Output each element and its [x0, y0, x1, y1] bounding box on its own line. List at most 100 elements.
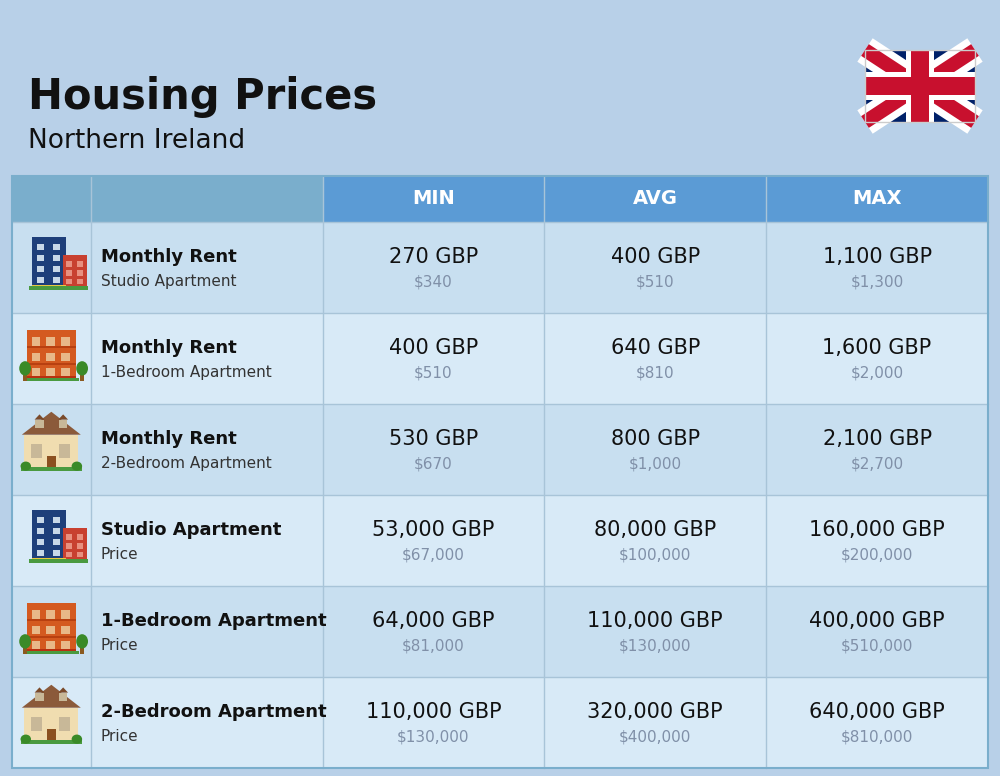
Bar — [766, 176, 988, 222]
Bar — [46, 641, 55, 650]
Text: Price: Price — [101, 546, 138, 562]
Bar — [37, 528, 44, 534]
Text: $1,000: $1,000 — [629, 456, 682, 472]
Text: $2,700: $2,700 — [851, 456, 904, 472]
Polygon shape — [35, 414, 44, 420]
Bar — [544, 176, 766, 222]
Bar — [323, 495, 544, 586]
Ellipse shape — [21, 735, 31, 743]
Bar — [766, 222, 988, 313]
Text: Monthly Rent: Monthly Rent — [101, 338, 236, 357]
Bar — [766, 404, 988, 495]
Bar — [77, 269, 83, 275]
Bar — [46, 338, 55, 346]
Bar — [91, 586, 323, 677]
Text: 110,000 GBP: 110,000 GBP — [366, 702, 501, 722]
Text: 160,000 GBP: 160,000 GBP — [809, 520, 945, 539]
Bar — [80, 372, 84, 381]
Bar — [61, 610, 70, 618]
Bar — [544, 677, 766, 768]
Ellipse shape — [76, 634, 88, 649]
Bar — [29, 286, 68, 289]
Bar — [35, 693, 44, 702]
Bar — [865, 50, 975, 122]
Bar — [32, 352, 40, 361]
Text: Studio Apartment: Studio Apartment — [101, 521, 281, 539]
Text: $100,000: $100,000 — [619, 548, 691, 563]
Text: 1-Bedroom Apartment: 1-Bedroom Apartment — [101, 611, 326, 629]
Text: 530 GBP: 530 GBP — [389, 428, 478, 449]
Bar — [323, 586, 544, 677]
Bar — [23, 378, 79, 382]
Bar — [77, 552, 83, 557]
Text: 64,000 GBP: 64,000 GBP — [372, 611, 495, 631]
Bar — [37, 265, 44, 272]
Text: 1,100 GBP: 1,100 GBP — [823, 247, 932, 267]
Bar — [37, 517, 44, 523]
Text: 2,100 GBP: 2,100 GBP — [823, 428, 932, 449]
Bar — [544, 586, 766, 677]
Text: $2,000: $2,000 — [851, 365, 904, 380]
Bar — [12, 495, 91, 586]
Text: $1,300: $1,300 — [850, 275, 904, 289]
Bar — [766, 313, 988, 404]
Bar — [61, 338, 70, 346]
Bar — [32, 610, 40, 618]
Text: MAX: MAX — [852, 189, 902, 209]
Bar — [53, 528, 60, 534]
Text: $130,000: $130,000 — [619, 639, 692, 653]
Bar — [53, 255, 60, 262]
Ellipse shape — [76, 361, 88, 376]
Bar — [323, 176, 544, 222]
Text: 400,000 GBP: 400,000 GBP — [809, 611, 945, 631]
Bar — [47, 456, 56, 471]
Bar — [53, 265, 60, 272]
Bar — [80, 645, 84, 654]
Text: 53,000 GBP: 53,000 GBP — [372, 520, 495, 539]
Bar — [27, 650, 76, 654]
Bar — [323, 404, 544, 495]
Bar — [66, 534, 72, 539]
Bar — [91, 677, 323, 768]
Bar — [77, 542, 83, 549]
Bar — [91, 313, 323, 404]
Bar — [32, 625, 40, 634]
Bar — [46, 610, 55, 618]
Bar — [37, 539, 44, 546]
Text: 110,000 GBP: 110,000 GBP — [587, 611, 723, 631]
Text: 2-Bedroom Apartment: 2-Bedroom Apartment — [101, 702, 326, 721]
Bar — [24, 435, 78, 471]
Bar — [37, 277, 44, 283]
Bar — [12, 176, 91, 222]
Text: $400,000: $400,000 — [619, 729, 691, 744]
Bar — [544, 222, 766, 313]
Text: $67,000: $67,000 — [402, 548, 465, 563]
Bar — [61, 641, 70, 650]
Text: Price: Price — [101, 638, 138, 653]
Text: $510: $510 — [636, 275, 675, 289]
Text: 1,600 GBP: 1,600 GBP — [822, 338, 932, 358]
Bar — [12, 313, 91, 404]
Bar — [24, 708, 78, 743]
Bar — [77, 279, 83, 285]
Bar — [32, 368, 40, 376]
Text: $340: $340 — [414, 275, 453, 289]
Text: $200,000: $200,000 — [841, 548, 913, 563]
Bar — [323, 222, 544, 313]
Bar — [91, 176, 323, 222]
Bar — [27, 331, 76, 382]
Bar — [46, 352, 55, 361]
Polygon shape — [22, 684, 81, 708]
Bar — [544, 404, 766, 495]
Bar — [47, 729, 56, 743]
Bar — [53, 517, 60, 523]
Polygon shape — [58, 688, 68, 693]
Text: 270 GBP: 270 GBP — [389, 247, 478, 267]
Bar — [37, 549, 44, 556]
Bar — [32, 285, 66, 289]
Ellipse shape — [19, 361, 31, 376]
Bar — [27, 604, 76, 654]
Ellipse shape — [19, 634, 31, 649]
Bar — [32, 641, 40, 650]
Bar — [37, 244, 44, 250]
